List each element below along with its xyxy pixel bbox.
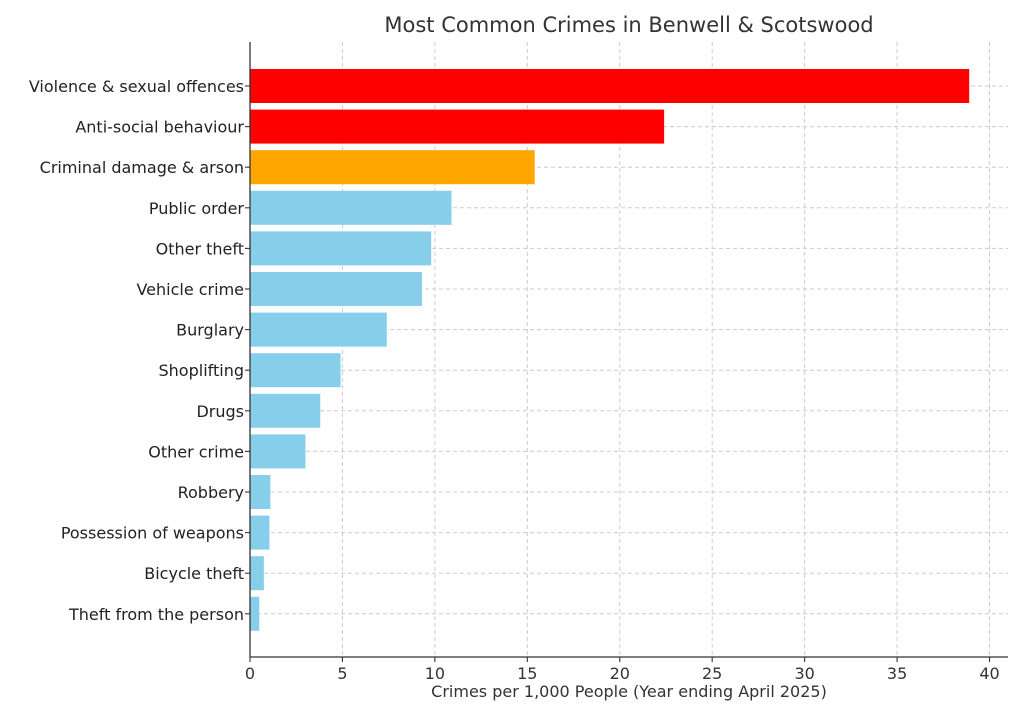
category-label: Robbery [178, 483, 244, 502]
bar [250, 434, 306, 469]
category-label: Public order [149, 199, 245, 218]
x-tick-label: 35 [887, 664, 907, 683]
bar [250, 272, 422, 306]
bar [250, 190, 452, 225]
x-tick-label: 30 [794, 664, 814, 683]
category-label: Criminal damage & arson [40, 158, 244, 177]
x-tick-label: 20 [610, 664, 630, 683]
category-label: Other theft [156, 239, 244, 258]
bars-layer [250, 69, 970, 631]
category-label: Bicycle theft [144, 564, 244, 583]
bar [250, 515, 270, 550]
bar [250, 109, 665, 144]
x-tick-label: 15 [517, 664, 537, 683]
category-label: Other crime [148, 442, 244, 461]
chart-title: Most Common Crimes in Benwell & Scotswoo… [384, 13, 873, 37]
ticks-layer: 0 5 10 15 20 25 30 35 40 [245, 85, 1000, 683]
category-label: Burglary [176, 321, 244, 340]
bar [250, 69, 970, 103]
x-tick-label: 40 [979, 664, 999, 683]
x-tick-label: 0 [245, 664, 255, 683]
bar [250, 475, 271, 509]
bar [250, 393, 321, 428]
x-axis-label: Crimes per 1,000 People (Year ending Apr… [431, 682, 827, 701]
category-label: Shoplifting [159, 361, 245, 380]
bar [250, 231, 432, 266]
bar [250, 312, 387, 347]
category-label: Possession of weapons [61, 524, 244, 543]
x-tick-label: 25 [702, 664, 722, 683]
bar [250, 596, 260, 631]
category-label: Vehicle crime [136, 280, 244, 299]
category-label: Drugs [196, 402, 244, 421]
bar [250, 556, 264, 591]
bar [250, 353, 341, 388]
category-label: Theft from the person [68, 605, 244, 624]
bar [250, 150, 535, 185]
axes-layer [249, 42, 1008, 658]
category-label: Violence & sexual offences [29, 77, 244, 96]
category-labels: Violence & sexual offences Anti-social be… [29, 77, 245, 624]
x-tick-label: 10 [425, 664, 445, 683]
x-tick-label: 5 [337, 664, 347, 683]
category-label: Anti-social behaviour [75, 118, 244, 137]
